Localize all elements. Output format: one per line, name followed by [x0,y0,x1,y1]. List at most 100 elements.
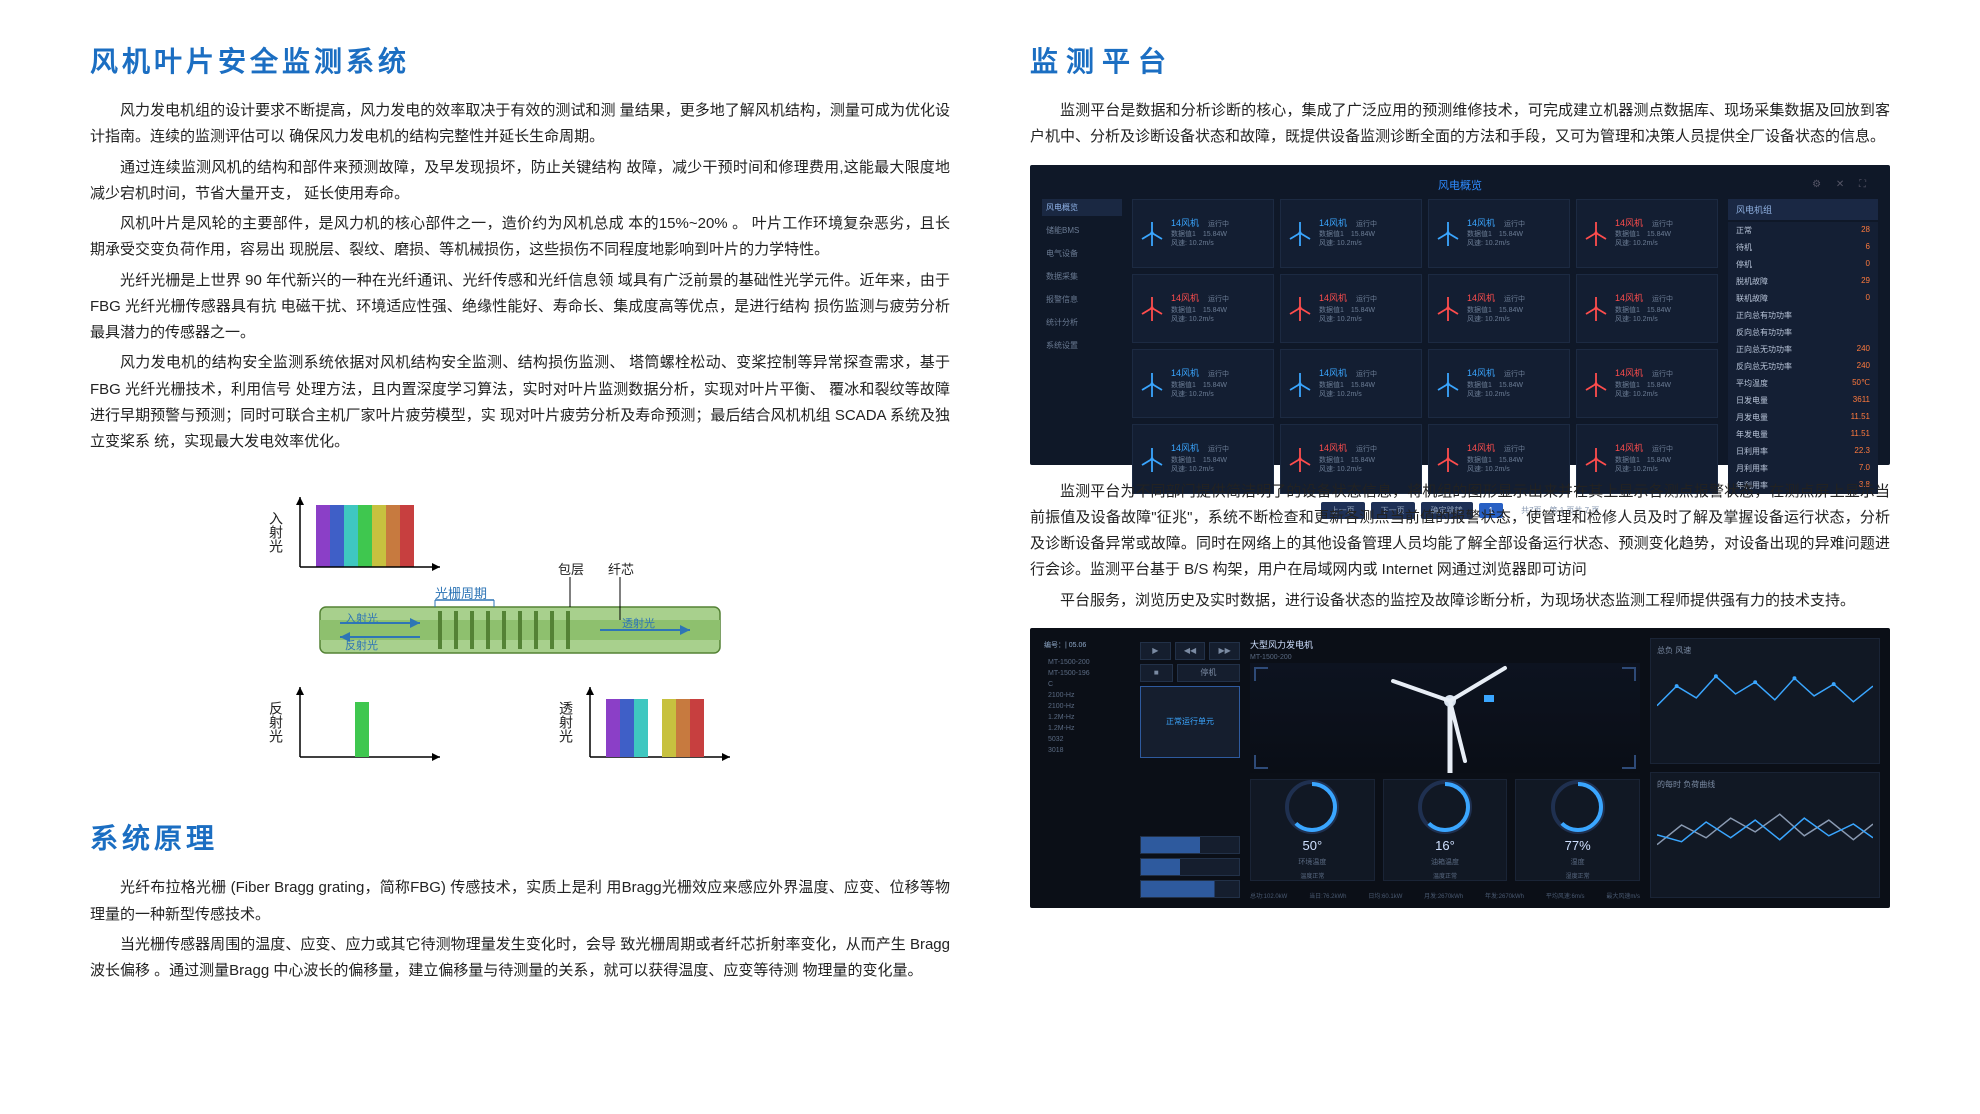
stat-row: 月利用率7.0 [1728,460,1878,477]
turbine-card[interactable]: 14风机 运行中 数据值1 15.84W 风速: 10.2m/s [1280,199,1422,268]
play-icon[interactable]: ▶ [1140,642,1171,660]
turbine-info: 14风机 运行中 数据值1 15.84W 风速: 10.2m/s [1467,218,1525,249]
turbine-info: 14风机 运行中 数据值1 15.84W 风速: 10.2m/s [1615,293,1673,324]
dash1-nav: 风电概览储能BMS 电气设备数据采集报警信息统计分析系统设置 [1042,199,1122,494]
turbine-card[interactable]: 14风机 运行中 数据值1 15.84W 风速: 10.2m/s [1428,199,1570,268]
stat-row: 正常28 [1728,222,1878,239]
turbine-icon [1287,295,1313,321]
bar-2 [1140,858,1240,876]
stat-row: 联机故障0 [1728,290,1878,307]
dash2-center: 大型风力发电机 MT-1500-200 [1250,638,1640,898]
turbine-card[interactable]: 14风机 运行中 数据值1 15.84W 风速: 10.2m/s [1132,274,1274,343]
turbine-card[interactable]: 14风机 运行中 数据值1 15.84W 风速: 10.2m/s [1576,349,1718,418]
bar-3 [1140,880,1240,898]
dash2-charts: 总负 风速 的每时 负荷曲线 [1650,638,1880,898]
stat-row: 正向总无功功率240 [1728,341,1878,358]
window-controls[interactable]: ⚙ ✕ ⛶ [1812,179,1872,190]
platform-para-3: 平台服务，浏览历史及实时数据，进行设备状态的监控及故障诊断分析，为现场状态监测工… [1030,588,1890,614]
gauge-card: 77% 湿度 湿度正常 [1515,779,1640,881]
gauge-card: 50° 环境温度 温度正常 [1250,779,1375,881]
side-header: 风电机组 [1728,199,1878,220]
turbine-3d-view[interactable] [1250,663,1640,773]
turbine-card[interactable]: 14风机 运行中 数据值1 15.84W 风速: 10.2m/s [1576,199,1718,268]
stat-row: 反向总有功功率 [1728,324,1878,341]
turbine-icon [1583,446,1609,472]
turbine-grid: 14风机 运行中 数据值1 15.84W 风速: 10.2m/s 14风机 运行… [1132,199,1718,494]
nav-item[interactable]: 风电概览 [1042,199,1122,216]
gauge-row: 50° 环境温度 温度正常 16° 油箱温度 温度正常 77% 湿度 湿度正常 [1250,773,1640,887]
turbine-card[interactable]: 14风机 运行中 数据值1 15.84W 风速: 10.2m/s [1132,349,1274,418]
turbine-info: 14风机 运行中 数据值1 15.84W 风速: 10.2m/s [1319,368,1377,399]
label-transmitted: 透射光 [556,701,576,743]
turbine-card[interactable]: 14风机 运行中 数据值1 15.84W 风速: 10.2m/s [1576,274,1718,343]
nav-item[interactable]: 数据采集 [1042,268,1122,285]
fiber-bragg-diagram: 入射光 反射光 透射光 光栅周期 包层 纤芯 入射光 反射光 透射光 [250,487,790,777]
turbine-icon [1139,446,1165,472]
chart2-title: 的每时 负荷曲线 [1657,779,1873,790]
nav-item[interactable]: 电气设备 [1042,245,1122,262]
bar-1 [1140,836,1240,854]
dash2-sidebar: 编号：| 05.06 MT-1500-200MT-1500-196C2100-H… [1040,638,1130,898]
footer-stat: 年发:2670kWh [1485,891,1524,900]
turbine-info: 14风机 运行中 数据值1 15.84W 风速: 10.2m/s [1615,368,1673,399]
para-2: 通过连续监测风机的结构和部件来预测故障，及早发现损坏，防止关键结构 故障，减少干… [90,155,950,208]
sidebar-item[interactable]: MT-1500-200 [1044,657,1126,668]
turbine-card[interactable]: 14风机 运行中 数据值1 15.84W 风速: 10.2m/s [1132,199,1274,268]
stop-icon[interactable]: ■ [1140,664,1173,682]
turbine-card[interactable]: 14风机 运行中 数据值1 15.84W 风速: 10.2m/s [1428,274,1570,343]
sidebar-item[interactable]: 1.2M-Hz [1044,723,1126,734]
label-reflected: 反射光 [266,701,286,743]
stat-row: 日利用率22.3 [1728,443,1878,460]
turbine-info: 14风机 运行中 数据值1 15.84W 风速: 10.2m/s [1319,293,1377,324]
main-status: 正常运行单元 [1140,686,1240,758]
para-1: 风力发电机组的设计要求不断提高，风力发电的效率取决于有效的测试和测 量结果，更多… [90,98,950,151]
stat-row: 待机6 [1728,239,1878,256]
nav-item[interactable]: 统计分析 [1042,314,1122,331]
next-icon[interactable]: ▶▶ [1209,642,1240,660]
dashboard-detail: 编号：| 05.06 MT-1500-200MT-1500-196C2100-H… [1030,628,1890,908]
prev-icon[interactable]: ◀◀ [1175,642,1206,660]
turbine-icon [1583,371,1609,397]
turbine-info: 14风机 运行中 数据值1 15.84W 风速: 10.2m/s [1319,218,1377,249]
dash2-subtitle: MT-1500-200 [1250,654,1292,661]
stat-row: 年发电量11.51 [1728,426,1878,443]
label-trans-arrow: 透射光 [622,615,655,631]
turbine-icon [1583,220,1609,246]
sidebar-item[interactable]: 5032 [1044,734,1126,745]
gauge-ring-icon [1551,780,1605,834]
chart-wind-speed: 总负 风速 [1650,638,1880,764]
sidebar-item[interactable]: 2100-Hz [1044,690,1126,701]
nav-item[interactable]: 系统设置 [1042,337,1122,354]
para-6: 光纤布拉格光栅 (Fiber Bragg grating，简称FBG) 传感技术… [90,875,950,928]
label-period: 光栅周期 [435,583,487,602]
gauge-card: 16° 油箱温度 温度正常 [1383,779,1508,881]
turbine-info: 14风机 运行中 数据值1 15.84W 风速: 10.2m/s [1171,218,1229,249]
dash2-header-left: 编号：| 05.06 [1040,638,1130,652]
nav-item[interactable]: 报警信息 [1042,291,1122,308]
turbine-card[interactable]: 14风机 运行中 数据值1 15.84W 风速: 10.2m/s [1428,349,1570,418]
dash1-header: 风电概览 ⚙ ✕ ⛶ [1042,175,1878,199]
label-in-arrow: 入射光 [345,610,378,626]
nav-item[interactable]: 储能BMS [1042,222,1122,239]
turbine-card[interactable]: 14风机 运行中 数据值1 15.84W 风速: 10.2m/s [1280,349,1422,418]
sidebar-item[interactable]: MT-1500-196 [1044,668,1126,679]
gauge-ring-icon [1285,780,1339,834]
sidebar-item[interactable]: 1.2M-Hz [1044,712,1126,723]
para-7: 当光栅传感器周围的温度、应变、应力或其它待测物理量发生变化时，会导 致光栅周期或… [90,932,950,985]
turbine-info: 14风机 运行中 数据值1 15.84W 风速: 10.2m/s [1615,218,1673,249]
turbine-icon [1139,371,1165,397]
sidebar-item[interactable]: C [1044,679,1126,690]
turbine-icon [1435,220,1461,246]
sidebar-item[interactable]: 2100-Hz [1044,701,1126,712]
turbine-info: 14风机 运行中 数据值1 15.84W 风速: 10.2m/s [1171,293,1229,324]
turbine-card[interactable]: 14风机 运行中 数据值1 15.84W 风速: 10.2m/s [1280,274,1422,343]
turbine-icon [1287,220,1313,246]
platform-para-2: 监测平台为不同部门提供简洁明了的设备状态信息，将机组的图形显示出来并在其上显示各… [1030,479,1890,584]
stat-row: 反向总无功功率240 [1728,358,1878,375]
dashboard-overview: 风电概览 ⚙ ✕ ⛶ 风电概览储能BMS 电气设备数据采集报警信息统计分析系统设置… [1030,165,1890,465]
stat-row: 停机0 [1728,256,1878,273]
turbine-info: 14风机 运行中 数据值1 15.84W 风速: 10.2m/s [1171,443,1229,474]
footer-stat: 当日:76.2kWh [1309,891,1346,900]
sidebar-item[interactable]: 3018 [1044,745,1126,756]
para-3: 风机叶片是风轮的主要部件，是风力机的核心部件之一，造价约为风机总成 本的15%~… [90,211,950,264]
